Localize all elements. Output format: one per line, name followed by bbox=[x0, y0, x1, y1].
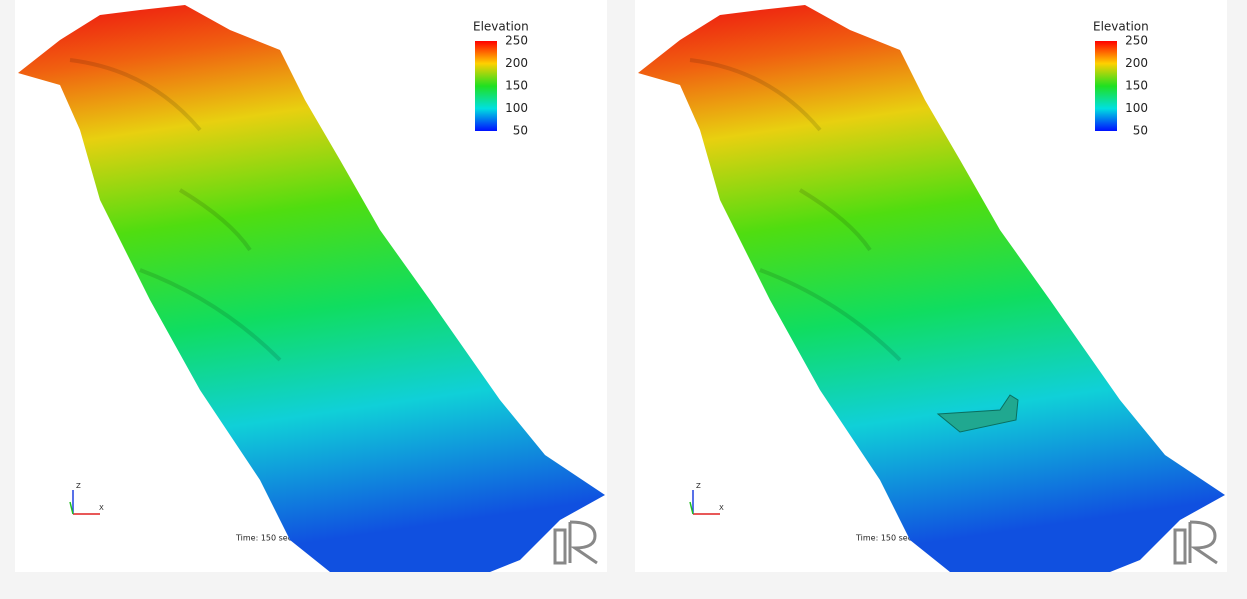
axis-y-line bbox=[69, 501, 74, 515]
axis-z-label: Z bbox=[76, 482, 81, 490]
colorbar-tick-label: 200 bbox=[505, 56, 528, 70]
axis-y-line bbox=[689, 501, 694, 515]
terrain-ridge bbox=[689, 58, 902, 362]
colorbar-tick-label: 50 bbox=[513, 124, 528, 138]
colorbar-tick-label: 250 bbox=[1125, 34, 1148, 48]
time-label: Time: 150 sec bbox=[855, 534, 912, 543]
terrain-surface bbox=[18, 5, 605, 572]
legend-title: Elevation bbox=[473, 20, 529, 34]
legend-title: Elevation bbox=[1093, 20, 1149, 34]
logo bbox=[553, 520, 598, 565]
terrain-surface bbox=[638, 5, 1225, 572]
colorbar-tick-label: 100 bbox=[1125, 101, 1148, 115]
axis-z-label: Z bbox=[696, 482, 701, 490]
colorbar-tick-label: 100 bbox=[505, 101, 528, 115]
colorbar-tick-label: 50 bbox=[1133, 124, 1148, 138]
colorbar bbox=[1095, 41, 1117, 131]
colorbar-tick-label: 250 bbox=[505, 34, 528, 48]
structure bbox=[936, 394, 1019, 433]
logo bbox=[1173, 520, 1218, 565]
colorbar-tick-label: 150 bbox=[505, 79, 528, 93]
axis-x-label: X bbox=[99, 504, 104, 512]
colorbar bbox=[475, 41, 497, 131]
colorbar-tick-label: 150 bbox=[1125, 79, 1148, 93]
colorbar-tick-label: 200 bbox=[1125, 56, 1148, 70]
axis-x-label: X bbox=[719, 504, 724, 512]
time-label: Time: 150 sec bbox=[235, 534, 292, 543]
terrain-ridge bbox=[69, 58, 282, 362]
